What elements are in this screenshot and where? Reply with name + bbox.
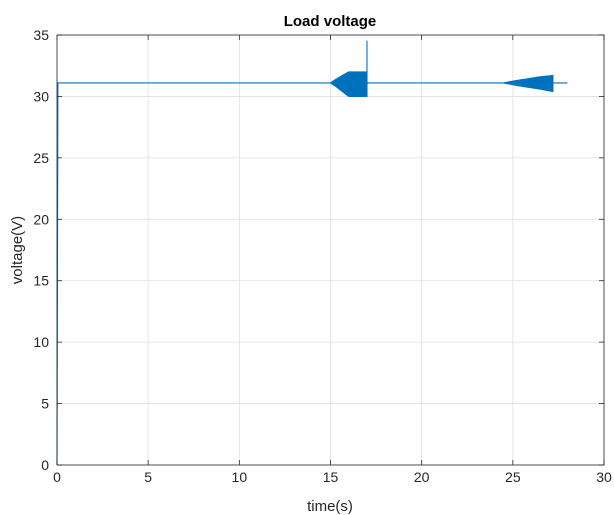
y-tick-label: 35 <box>33 27 49 43</box>
y-tick-label: 20 <box>33 211 49 227</box>
oscillation-band-17s <box>351 71 368 97</box>
y-tick-label: 5 <box>41 396 49 412</box>
axes-ticks: 0 5 10 15 20 25 30 0 5 10 15 20 25 30 35 <box>33 27 612 485</box>
x-tick-label: 5 <box>144 469 152 485</box>
plot-area <box>56 40 568 466</box>
y-tick-label: 10 <box>33 334 49 350</box>
x-tick-label: 30 <box>596 469 612 485</box>
grid <box>56 34 605 466</box>
y-tick-label: 0 <box>41 457 49 473</box>
y-tick-label: 30 <box>33 88 49 104</box>
x-tick-label: 20 <box>414 469 430 485</box>
x-tick-label: 10 <box>232 469 248 485</box>
oscillation-band-26s <box>503 75 554 92</box>
chart-title: Load voltage <box>284 13 377 30</box>
y-axis-label: voltage(V) <box>9 216 26 284</box>
x-tick-label: 15 <box>323 469 339 485</box>
y-tick-label: 25 <box>33 150 49 166</box>
x-axis-label: time(s) <box>307 498 353 515</box>
x-tick-label: 0 <box>53 469 61 485</box>
y-tick-label: 15 <box>33 273 49 289</box>
x-tick-label: 25 <box>505 469 521 485</box>
